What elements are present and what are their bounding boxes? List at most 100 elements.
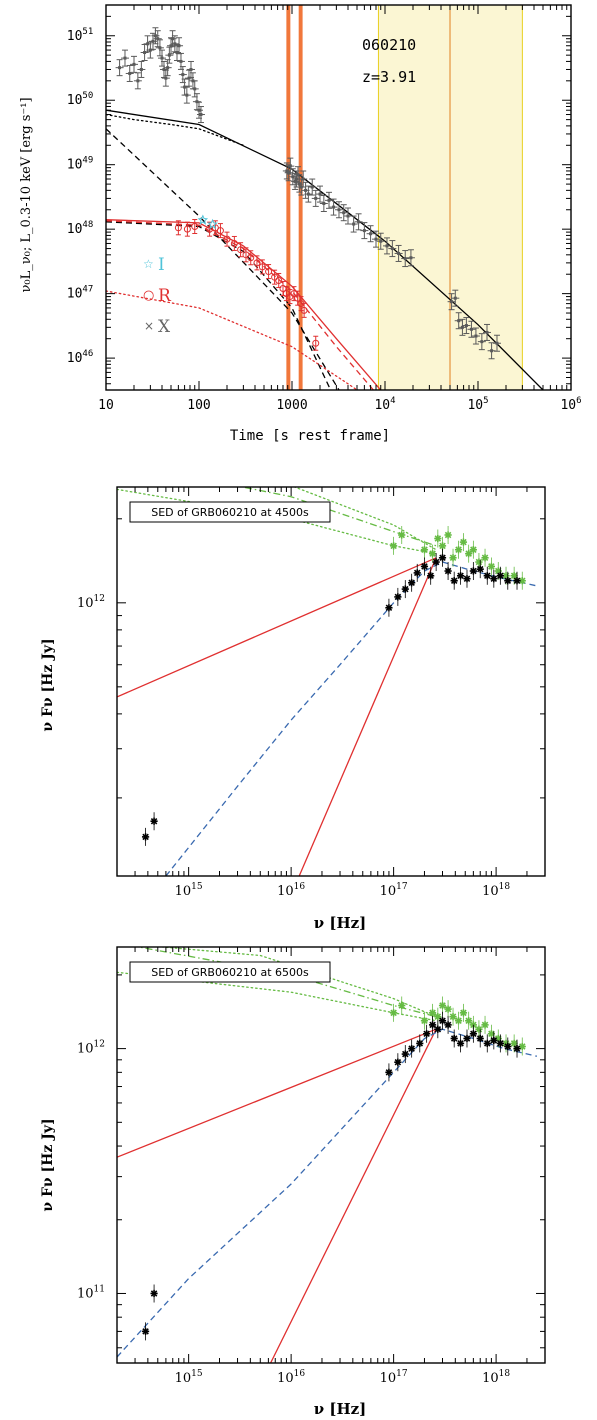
data-point-x-ray [349,215,358,233]
y-tick-label: 1048 [67,220,94,237]
data-point-xrt-unabs [481,548,489,567]
x-tick-label: 1016 [277,882,305,899]
data-point-observed [476,560,484,579]
plot-frame [105,4,572,391]
model-curve-fs-x [106,128,340,390]
data-point-x-ray [137,60,146,78]
data-point-x-ray [354,213,363,231]
data-point-x-ray [471,327,480,345]
sed-legend-text: SED of GRB060210 at 6500s [151,966,309,979]
data-point-observed [401,1045,409,1064]
data-point-observed [513,1039,521,1058]
data-point-xrt-unabs [444,525,452,544]
data-point-x-ray [382,237,391,255]
data-point-x-ray [304,185,313,203]
data-point-observed [496,566,504,585]
data-point-x-ray [376,232,385,250]
y-tick-label: 1051 [67,27,94,44]
data-point-xrt-unabs [469,540,477,559]
x-tick-label: 1017 [380,882,408,899]
data-point-x-ray [161,69,170,87]
data-point-xrt-unabs [510,1034,518,1053]
data-point-xrt-unabs [459,1003,468,1022]
data-point-x-ray [186,60,195,78]
data-point-x-ray [339,204,348,222]
data-point-xrt-unabs [518,571,526,590]
data-point-x-ray [406,249,415,267]
y-tick-label: 1050 [67,91,94,108]
data-point-x-ray [388,240,397,258]
data-point-x-ray [120,49,129,67]
y-tick-label: 1047 [67,285,94,302]
y-tick-label: 1011 [77,1284,105,1301]
data-point-R [223,231,231,247]
data-point-R [216,223,224,239]
data-point-observed [385,1063,393,1082]
data-point-x-ray [195,101,203,119]
data-point-x-ray [165,46,174,64]
plot-frame [116,946,546,1364]
data-point-x-ray [360,222,369,240]
model-curve-red-steep [298,557,437,876]
x-tick-label: 1016 [277,1369,305,1386]
shaded-band [286,5,291,390]
data-point-observed [469,562,477,581]
data-point-R [300,302,308,318]
x-tick-label: 1017 [380,1369,408,1386]
data-point-R [183,221,191,237]
data-point-R [265,264,273,280]
data-point-x-ray [308,178,317,196]
x-axis-label: ν [Hz] [314,914,367,932]
data-point-x-ray [492,334,501,352]
x-tick-label: 1015 [175,882,203,899]
data-point-R [253,255,261,271]
data-point-I [207,218,218,230]
data-point-xrt-unabs [438,996,447,1015]
data-point-x-ray [182,86,191,104]
data-point-observed [504,1037,512,1056]
data-point-observed [483,566,491,585]
data-point-x-ray [163,59,172,77]
x-tick-label: 1000 [276,398,307,413]
data-point-x-ray [462,317,471,335]
data-point-x-ray [196,106,205,124]
data-point-observed [438,1011,447,1030]
model-curve-green-dot-2 [292,487,437,551]
data-point-observed [401,580,409,599]
legend-r-label: R [158,286,172,306]
model-curve-blue-model [165,561,538,876]
data-point-x-ray [458,318,467,336]
sed-legend-box [129,501,331,523]
data-point-x-ray [477,333,486,351]
data-point-opt-uv-green [390,536,398,555]
data-point-xrt-unabs [487,557,496,576]
y-tick-label: 1012 [77,594,105,611]
data-point-x-ray [125,64,134,82]
data-point-x-ray [184,69,193,87]
data-point-observed [490,1031,498,1050]
sed-4500-panel: 1015 1016 1017 1018 1012 SED of GRB060210 at… [40,486,546,932]
data-point-x-ray [311,189,320,207]
data-point-R [174,220,182,236]
model-curve-total-opt2 [106,220,374,390]
data-point-observed [444,1015,452,1034]
data-point-R [312,335,320,351]
data-point-x-ray [133,72,142,90]
data-point-xrt-unabs [459,533,468,552]
shaded-band [298,5,303,390]
data-point-xrt-unabs [475,1020,483,1039]
data-point-observed [456,1034,465,1053]
data-point-xrt-unabs [475,553,483,572]
light-curve-panel: 10 100 1000 104 105 106 1046 1047 1048 1049 1050 10… [19,4,582,444]
y-axis-label: ν Fν [Hz Jy] [40,638,56,731]
data-point-R [237,242,245,258]
data-point-x-ray [140,43,149,61]
model-curve-fs-opt [106,221,332,390]
data-point-R [230,235,238,251]
model-curve-total-opt [106,219,382,390]
data-point-x-ray [401,250,410,268]
data-point-x-ray [483,323,492,341]
data-point-observed [504,571,512,590]
legend-r-symbol: ○ [143,288,154,303]
data-point-observed [483,1034,491,1053]
